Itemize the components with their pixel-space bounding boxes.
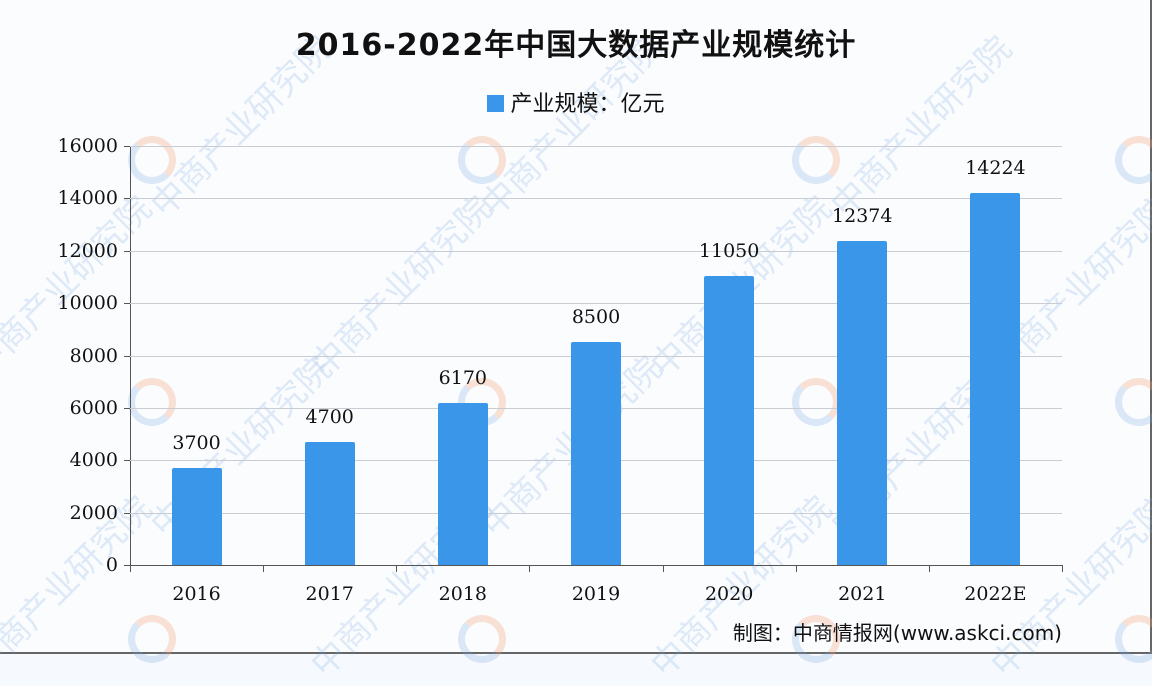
gridline [130, 303, 1062, 305]
y-tick [124, 303, 130, 305]
x-tick-label: 2019 [571, 583, 621, 605]
value-label: 4700 [305, 405, 354, 428]
x-tick [396, 565, 398, 572]
gridline [130, 198, 1062, 200]
y-tick-label: 8000 [69, 344, 118, 367]
legend-swatch [487, 95, 505, 112]
bar-2018 [437, 403, 488, 565]
bar-2016 [171, 468, 222, 565]
x-tick-label: 2016 [172, 583, 221, 605]
source-credit: 制图：中商情报网(www.askci.com) [732, 621, 1062, 645]
y-tick [124, 146, 130, 147]
y-tick-label: 14000 [57, 187, 118, 210]
value-label: 8500 [571, 306, 621, 329]
x-tick-label: 2022E [964, 583, 1027, 605]
bar-2019 [571, 342, 621, 565]
value-label: 14224 [965, 156, 1026, 179]
legend: 产业规模：亿元 [0, 86, 1152, 118]
bar-2017 [304, 441, 355, 565]
y-tick-label: 2000 [69, 501, 118, 524]
x-tick [529, 565, 531, 572]
x-tick [263, 565, 265, 572]
y-tick-label: 4000 [69, 449, 118, 472]
y-tick [124, 250, 130, 252]
x-tick [928, 565, 930, 572]
x-tick [130, 565, 131, 572]
bar-2021 [837, 240, 888, 565]
chart-title: 2016-2022年中国大数据产业规模统计 [295, 28, 857, 63]
y-tick [124, 460, 130, 462]
x-tick-label: 2021 [838, 583, 887, 605]
y-tick [124, 407, 130, 409]
legend-label: 产业规模：亿元 [510, 92, 665, 117]
x-tick-label: 2017 [305, 583, 354, 605]
y-tick-label: 0 [105, 554, 118, 576]
y-tick [124, 355, 130, 357]
y-tick [124, 198, 130, 200]
x-tick [795, 565, 797, 572]
y-tick-label: 16000 [57, 135, 118, 157]
y-tick [124, 565, 130, 566]
value-label: 3700 [172, 432, 221, 455]
y-tick-label: 6000 [69, 396, 118, 419]
value-label: 6170 [438, 367, 488, 390]
plot-area: 16000 14000 12000 10000 8000 6000 4000 2000 0 370… [58, 135, 1063, 605]
value-label: 12374 [832, 204, 893, 227]
y-axis [130, 146, 131, 571]
gridline [130, 146, 1062, 147]
bar-2022E [970, 192, 1021, 565]
x-axis [124, 565, 1062, 566]
x-tick-label: 2020 [704, 583, 754, 605]
x-tick [1062, 565, 1063, 572]
bar-2020 [704, 275, 755, 565]
x-tick-label: 2018 [438, 583, 488, 605]
gridline [130, 250, 1062, 252]
y-tick-label: 10000 [57, 292, 118, 315]
x-tick [662, 565, 664, 572]
y-tick-label: 12000 [57, 239, 118, 262]
y-tick [124, 512, 130, 514]
value-label: 11050 [698, 239, 760, 262]
